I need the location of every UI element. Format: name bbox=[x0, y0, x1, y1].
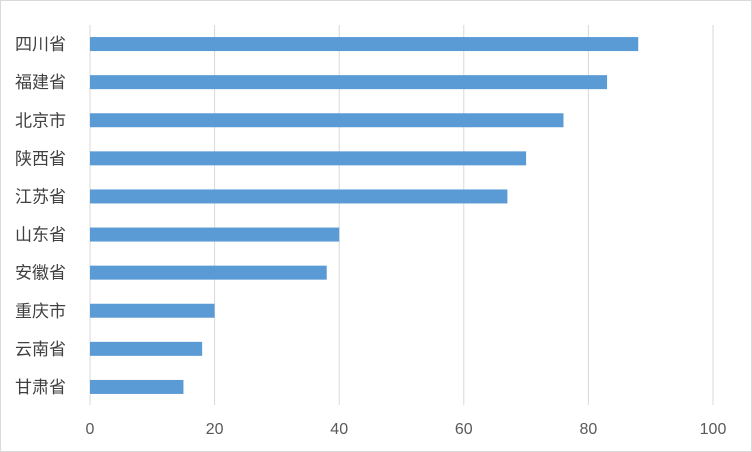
category-label-6: 安徽省 bbox=[15, 264, 66, 284]
bar-9 bbox=[90, 379, 184, 394]
x-tick-label-5: 100 bbox=[700, 421, 727, 438]
x-tick-label-2: 40 bbox=[330, 421, 348, 438]
bar-layer bbox=[90, 37, 639, 394]
x-tick-label-3: 60 bbox=[455, 421, 473, 438]
bar-3 bbox=[90, 151, 527, 166]
tick-label-layer: 0 20 40 60 80 100 bbox=[86, 421, 727, 438]
bar-6 bbox=[90, 265, 327, 280]
category-label-8: 云南省 bbox=[15, 340, 66, 360]
bar-8 bbox=[90, 341, 203, 356]
category-label-0: 四川省 bbox=[15, 35, 66, 55]
x-tick-label-4: 80 bbox=[580, 421, 598, 438]
bar-5 bbox=[90, 227, 340, 242]
bar-0 bbox=[90, 37, 639, 52]
category-label-7: 重庆市 bbox=[15, 302, 66, 322]
bar-1 bbox=[90, 75, 608, 90]
category-label-5: 山东省 bbox=[15, 226, 66, 246]
bar-4 bbox=[90, 189, 508, 204]
category-label-2: 北京市 bbox=[15, 111, 66, 131]
category-label-1: 福建省 bbox=[15, 73, 66, 93]
bar-7 bbox=[90, 303, 215, 318]
category-label-3: 陕西省 bbox=[15, 149, 66, 169]
bar-2 bbox=[90, 113, 564, 128]
x-tick-label-1: 20 bbox=[206, 421, 224, 438]
x-tick-label-0: 0 bbox=[86, 421, 95, 438]
category-label-9: 甘肃省 bbox=[15, 378, 66, 398]
category-label-4: 江苏省 bbox=[15, 187, 66, 207]
